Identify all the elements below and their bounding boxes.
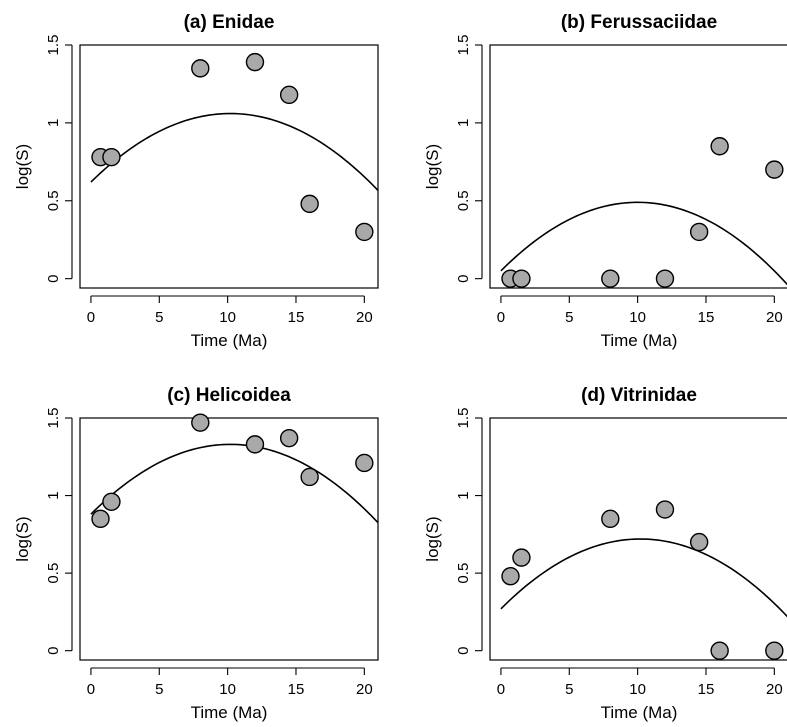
x-tick-label: 15: [288, 681, 305, 698]
x-tick-label: 10: [629, 309, 646, 326]
data-point: [279, 85, 299, 105]
y-tick-label: 1.5: [45, 35, 62, 56]
data-point: [501, 567, 520, 586]
plot-frame: [79, 44, 379, 289]
y-tick-label: 0.5: [455, 190, 472, 211]
y-tick-label: 1.5: [45, 408, 62, 429]
x-tick-label: 5: [155, 309, 163, 326]
fit-curve: [90, 112, 379, 191]
y-tick-label: 1: [455, 119, 472, 127]
x-axis-label: Time (Ma): [191, 703, 268, 722]
x-tick-label: 0: [497, 309, 505, 326]
x-tick-label: 0: [497, 681, 505, 698]
x-tick-label: 10: [629, 681, 646, 698]
x-tick-label: 5: [565, 309, 573, 326]
panel-b: (b) Ferussaciidae 0 5 10 15 20 Time (Ma) 0 0.5 1 1…: [423, 12, 787, 350]
plot-frame: [489, 417, 787, 661]
fit-curve: [90, 443, 379, 524]
x-tick-label: 20: [356, 681, 373, 698]
x-tick-label: 20: [766, 309, 783, 326]
y-tick-label: 0: [455, 647, 472, 655]
y-axis-label: log(S): [13, 144, 32, 189]
data-point: [655, 269, 675, 288]
data-point: [191, 413, 210, 432]
data-point: [655, 500, 675, 519]
y-tick-label: 0: [45, 274, 62, 282]
x-tick-label: 5: [565, 681, 573, 698]
y-tick-label: 1: [45, 119, 62, 127]
y-tick-label: 1: [455, 491, 472, 499]
data-point: [710, 641, 729, 660]
data-point: [689, 532, 709, 552]
x-tick-label: 15: [698, 309, 715, 326]
panel-c: (c) Helicoidea 0 5 10 15 20 Time (Ma) 0 0.5 1 1.5 l…: [13, 385, 379, 722]
data-point: [245, 52, 265, 72]
x-tick-label: 10: [219, 681, 236, 698]
x-tick-label: 0: [87, 681, 95, 698]
x-tick-label: 0: [87, 309, 95, 326]
y-tick-label: 1.5: [455, 408, 472, 429]
fit-curve: [500, 538, 787, 618]
data-point: [245, 435, 265, 454]
data-point: [102, 147, 121, 167]
x-axis-label: Time (Ma): [601, 331, 678, 350]
y-axis-label: log(S): [423, 144, 442, 189]
x-tick-label: 15: [288, 309, 305, 326]
data-point: [512, 269, 531, 288]
data-point: [689, 222, 709, 242]
y-axis-label: log(S): [13, 516, 32, 561]
y-tick-label: 0.5: [455, 563, 472, 584]
x-tick-label: 5: [155, 681, 163, 698]
fit-curve: [500, 201, 787, 286]
data-point: [102, 492, 121, 511]
data-point: [601, 269, 620, 288]
plot-frame: [79, 417, 379, 661]
y-tick-label: 0: [455, 274, 472, 282]
data-point: [355, 453, 374, 473]
panel-title: (b) Ferussaciidae: [561, 12, 717, 33]
y-axis-label: log(S): [423, 516, 442, 561]
panel-d: (d) Vitrinidae 0 5 10 15 20 Time (Ma) 0 0.5 1 1.5 l…: [423, 385, 787, 722]
data-point: [710, 137, 729, 156]
x-tick-label: 10: [219, 309, 236, 326]
data-point: [279, 428, 299, 448]
x-tick-label: 20: [766, 681, 783, 698]
x-axis-label: Time (Ma): [191, 331, 268, 350]
y-tick-label: 0.5: [45, 190, 62, 211]
panel-title: (d) Vitrinidae: [581, 385, 697, 406]
panel-title: (c) Helicoidea: [167, 385, 291, 406]
data-point: [355, 222, 374, 242]
data-point: [512, 548, 531, 567]
plot-frame: [489, 44, 787, 289]
y-tick-label: 0.5: [45, 563, 62, 584]
panel-a: (a) Enidae 0 5 10 15 20 Time (Ma) 0 0.5 1 1.5 log(S…: [13, 12, 379, 350]
data-point: [765, 160, 784, 179]
data-point: [601, 509, 620, 529]
x-tick-label: 15: [698, 681, 715, 698]
y-tick-label: 0: [45, 647, 62, 655]
data-point: [765, 641, 784, 660]
x-tick-label: 20: [356, 309, 373, 326]
data-point: [191, 59, 210, 78]
x-axis-label: Time (Ma): [601, 703, 678, 722]
data-point: [300, 194, 319, 214]
panel-title: (a) Enidae: [184, 12, 275, 33]
y-tick-label: 1.5: [455, 35, 472, 56]
y-tick-label: 1: [45, 491, 62, 499]
data-point: [91, 509, 110, 529]
data-point: [300, 467, 319, 487]
